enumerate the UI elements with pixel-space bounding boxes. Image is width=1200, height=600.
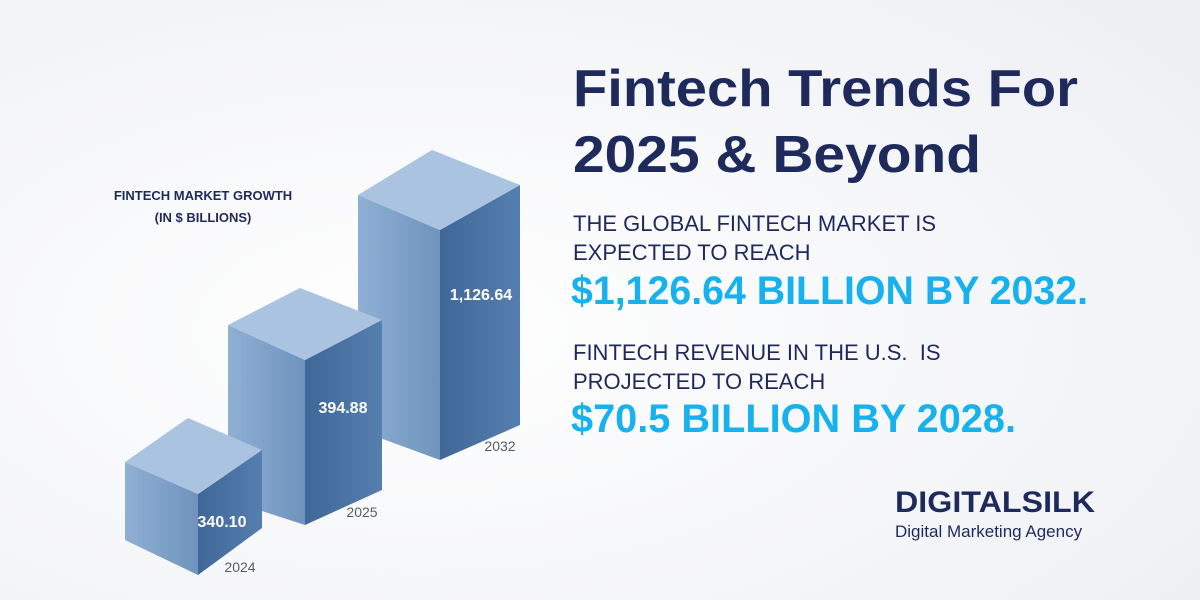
brand-name: DIGITALSILK [895, 486, 1095, 519]
box-face [440, 185, 520, 460]
headline: Fintech Trends For [573, 60, 1078, 118]
box-top [228, 288, 382, 360]
bar-year: 2024 [224, 559, 255, 575]
box-top [358, 150, 520, 230]
headline: 2025 & Beyond [573, 126, 981, 184]
bar-year: 2032 [484, 438, 515, 454]
bar-value: 394.88 [319, 400, 368, 417]
stat-highlight: $1,126.64 BILLION BY 2032. [571, 269, 1088, 313]
bar-value: 340.10 [198, 514, 247, 531]
bar-year: 2025 [346, 504, 377, 520]
box-face [125, 462, 198, 575]
stat-text: THE GLOBAL FINTECH MARKET IS [573, 211, 936, 236]
bar-2025 [228, 288, 382, 525]
box-face [305, 320, 382, 525]
bar-2024 [125, 418, 262, 575]
stat-text: FINTECH REVENUE IN THE U.S. IS [573, 340, 941, 365]
stat-text: PROJECTED TO REACH [573, 369, 825, 394]
box-top [125, 418, 262, 494]
chart-subtitle: (IN $ BILLIONS) [155, 210, 252, 225]
stat-text: EXPECTED TO REACH [573, 240, 811, 265]
bar-2032 [358, 150, 520, 460]
brand-tagline: Digital Marketing Agency [895, 522, 1083, 541]
bar-value: 1,126.64 [450, 287, 512, 304]
chart-title: FINTECH MARKET GROWTH [114, 188, 292, 203]
stat-highlight: $70.5 BILLION BY 2028. [571, 397, 1016, 441]
box-face [198, 450, 262, 575]
